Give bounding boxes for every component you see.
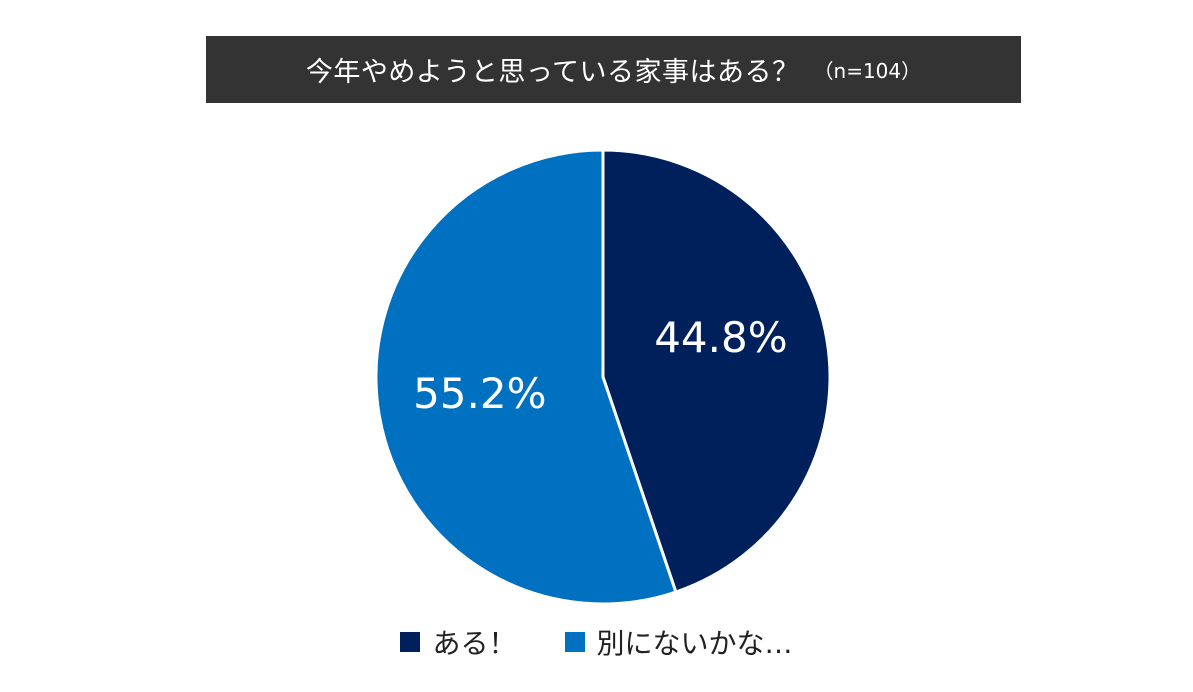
pie-label-betsuni: 55.2% <box>413 369 546 418</box>
legend-label-betsuni: 別にないかな… <box>596 627 793 660</box>
pie-slice-betsuni <box>374 148 678 606</box>
chart-title: 今年やめようと思っている家事はある？ <box>305 57 800 88</box>
legend-item-aru: ある！ <box>400 622 517 662</box>
legend-item-betsuni: 別にないかな… <box>564 622 793 662</box>
chart-title-bar: 今年やめようと思っている家事はある？ （n=104） <box>206 36 1021 103</box>
chart-subtitle: （n=104） <box>813 59 922 83</box>
pie-slice-aru <box>601 148 832 594</box>
pie-label-aru: 44.8% <box>654 313 787 362</box>
legend-swatch-betsuni <box>564 632 585 652</box>
legend: ある！ 別にないかな… <box>0 622 1193 662</box>
legend-swatch-aru <box>400 632 421 652</box>
legend-label-aru: ある！ <box>432 627 517 660</box>
